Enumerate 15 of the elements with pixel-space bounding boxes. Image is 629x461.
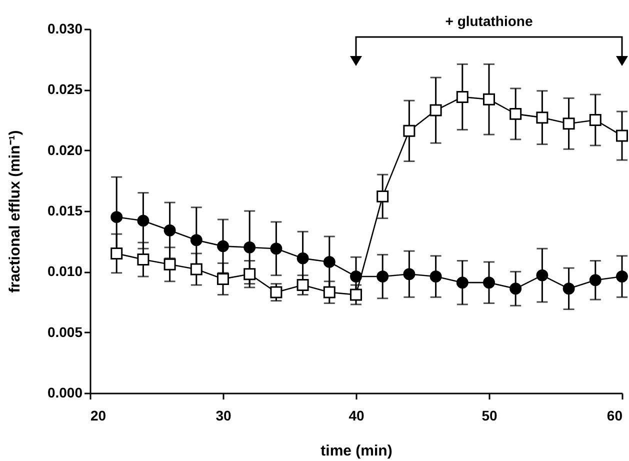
x-tick-label: 60 <box>606 408 623 424</box>
y-tick-label: 0.000 <box>47 384 83 400</box>
y-tick-label: 0.025 <box>47 81 83 98</box>
x-tick-label: 30 <box>216 408 232 424</box>
x-axis-title: time (min) <box>320 442 392 460</box>
text: + glutathione <box>445 13 533 29</box>
y-tick-label: 0.005 <box>47 324 83 340</box>
y-axis-title: fractional efflux (min⁻¹) <box>6 130 24 293</box>
y-tick-label: 0.020 <box>47 142 83 158</box>
y-tick-label: 0.015 <box>47 202 83 218</box>
x-tick-label: 50 <box>482 408 498 424</box>
x-tick-label: 20 <box>90 408 106 424</box>
y-tick-label: 0.030 <box>47 20 83 36</box>
y-tick-label: 0.010 <box>47 263 83 280</box>
x-tick-label: 40 <box>348 408 364 424</box>
